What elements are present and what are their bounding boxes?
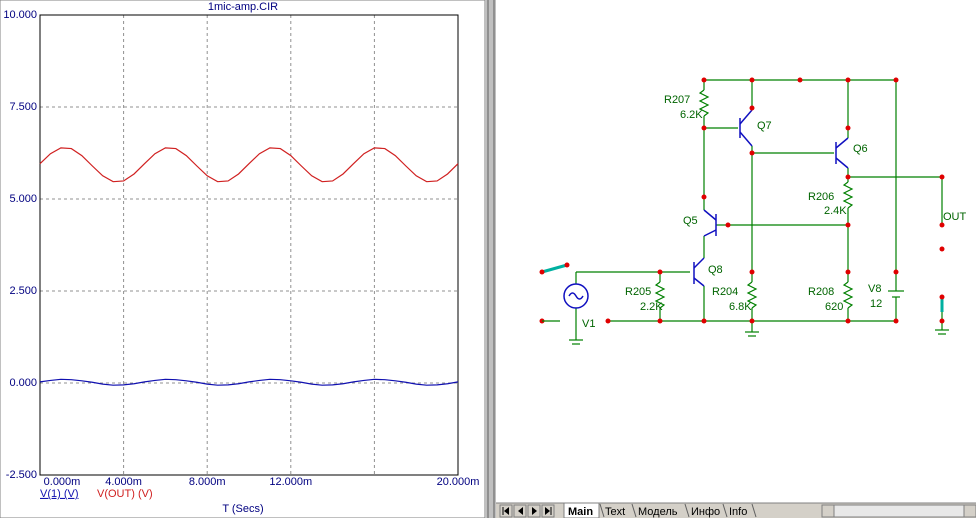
y-tick-label: 10.000 bbox=[3, 9, 37, 21]
splitter[interactable] bbox=[485, 0, 496, 518]
y-tick-label: 0.000 bbox=[9, 377, 37, 389]
component-label: Q8 bbox=[708, 264, 723, 276]
x-tick-label: 12.000m bbox=[269, 476, 312, 488]
x-tick-label: 20.000m bbox=[437, 476, 480, 488]
component-label: R208 bbox=[808, 286, 834, 298]
tab[interactable]: Main bbox=[568, 506, 593, 518]
x-tick-label: 4.000m bbox=[105, 476, 142, 488]
tab-nav[interactable] bbox=[499, 504, 555, 518]
component-label: R204 bbox=[712, 286, 738, 298]
tab[interactable]: Text bbox=[605, 506, 625, 518]
component-value: 6.2K bbox=[680, 109, 703, 121]
component-label: R207 bbox=[664, 94, 690, 106]
scroll-button[interactable] bbox=[963, 504, 976, 518]
tab[interactable]: Инфо bbox=[691, 506, 720, 518]
plot-frame bbox=[39, 14, 459, 476]
component-label: V1 bbox=[582, 318, 595, 330]
component-value: 2.4K bbox=[824, 205, 847, 217]
x-tick-label: 8.000m bbox=[189, 476, 226, 488]
devices bbox=[563, 109, 849, 309]
nodes bbox=[539, 77, 945, 324]
series-line bbox=[39, 147, 459, 183]
legend-entry[interactable]: V(OUT) (V) bbox=[97, 488, 153, 500]
component-value: 12 bbox=[870, 298, 882, 310]
y-tick-label: -2.500 bbox=[6, 469, 37, 481]
labels: R207 6.2K Q7 Q6 R206 2.4K Q5 OUT Q8 R205… bbox=[582, 94, 967, 330]
plot-pane bbox=[0, 0, 486, 518]
switch[interactable] bbox=[541, 263, 568, 274]
component-label: V8 bbox=[868, 283, 881, 295]
component-label: R205 bbox=[625, 286, 651, 298]
scroll-button[interactable] bbox=[821, 504, 835, 518]
scrollbar[interactable] bbox=[833, 504, 965, 518]
component-label: R206 bbox=[808, 191, 834, 203]
series-line bbox=[39, 378, 459, 386]
y-tick-label: 2.500 bbox=[9, 285, 37, 297]
plot-title: 1mic-amp.CIR bbox=[208, 1, 278, 13]
tab-active[interactable] bbox=[563, 502, 600, 518]
tab[interactable]: Модель bbox=[638, 506, 678, 518]
component-value: 6.8K bbox=[729, 301, 752, 313]
y-tick-label: 7.500 bbox=[9, 101, 37, 113]
tab-separators bbox=[599, 503, 757, 518]
legend-entry[interactable]: V(1) (V) bbox=[40, 488, 79, 500]
component-value: 620 bbox=[825, 301, 843, 313]
x-axis-label: T (Secs) bbox=[222, 503, 263, 515]
y-tick-label: 5.000 bbox=[9, 193, 37, 205]
component-label: Q5 bbox=[683, 215, 698, 227]
component-value: 2.2K bbox=[640, 301, 663, 313]
plot-area: 10.000 7.500 5.000 2.500 0.000 -2.500 0.000m 4.… bbox=[3, 9, 479, 500]
x-tick-label: 0.000m bbox=[44, 476, 81, 488]
component-label: Q6 bbox=[853, 143, 868, 155]
node-label: OUT bbox=[943, 211, 967, 223]
component-label: Q7 bbox=[757, 120, 772, 132]
tab[interactable]: Info bbox=[729, 506, 747, 518]
